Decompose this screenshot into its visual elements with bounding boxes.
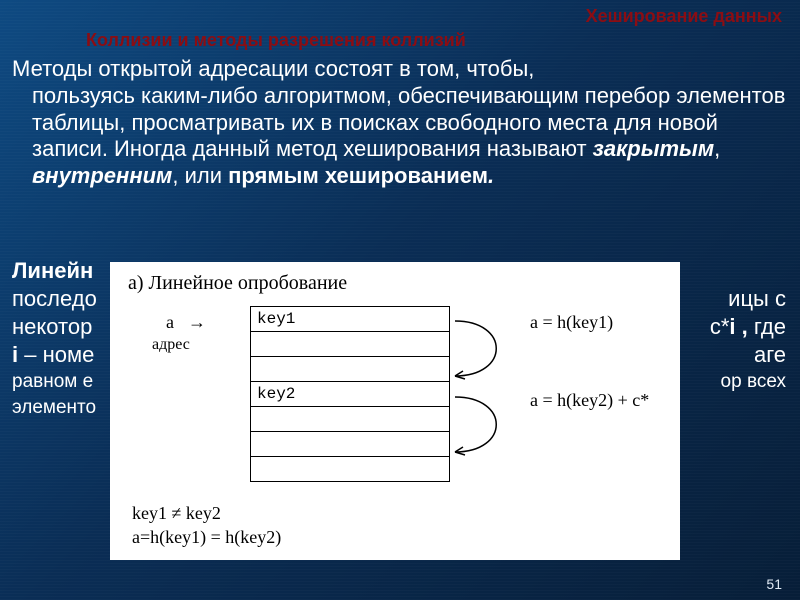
label-a: a xyxy=(166,312,174,333)
cell-5 xyxy=(251,432,450,457)
behind-l5-mid: ор всех xyxy=(721,370,786,393)
header-topic: Хеширование данных xyxy=(586,6,782,27)
cell-0: key1 xyxy=(251,307,450,332)
behind-l4-suf: аге xyxy=(754,342,786,369)
slide: Хеширование данных Коллизии и методы раз… xyxy=(0,0,800,600)
cell-3: key2 xyxy=(251,382,450,407)
cell-4 xyxy=(251,407,450,432)
para-sep2: , или xyxy=(172,163,228,188)
para-direct: прямым хешированием xyxy=(228,163,488,188)
cell-2 xyxy=(251,357,450,382)
eq-2: a = h(key2) + c* xyxy=(530,390,649,411)
para-sep1: , xyxy=(714,136,720,161)
behind-l3-pre: некотор xyxy=(12,314,92,339)
cell-1 xyxy=(251,332,450,357)
para-rest: пользуясь каким-либо алгоритмом, обеспеч… xyxy=(12,83,786,190)
para-tail: . xyxy=(488,163,494,188)
header-subtitle: Коллизии и методы разрешения коллизий xyxy=(86,30,466,51)
behind-l2-pre: последо xyxy=(12,286,97,311)
hash-table: key1 key2 xyxy=(250,306,450,482)
para-closed: закрытым xyxy=(593,136,714,161)
behind-l1-pre: Линейн xyxy=(12,258,93,283)
para-internal: внутренним xyxy=(32,163,172,188)
eq-1: a = h(key1) xyxy=(530,312,613,333)
behind-l3-suf-a: c* xyxy=(710,314,730,339)
behind-l3-suf-c: где xyxy=(748,314,786,339)
curve-arrow-1 xyxy=(450,316,540,386)
behind-l3-suf-b: i , xyxy=(729,314,747,339)
para-line1: Методы открытой адресации состоят в том,… xyxy=(12,56,786,83)
curve-arrow-2 xyxy=(450,392,540,462)
page-number: 51 xyxy=(766,576,782,592)
eq-3: a=h(key1) = h(key2) xyxy=(132,527,281,548)
behind-l2-suf: ицы с xyxy=(728,286,786,313)
arrow-icon: → xyxy=(188,312,206,333)
figure-linear-probing: а) Линейное опробование a → адрес key1 k… xyxy=(110,262,680,560)
behind-l4-pre-b: – номе xyxy=(18,342,94,367)
cell-6 xyxy=(251,457,450,482)
figure-caption: а) Линейное опробование xyxy=(128,272,347,295)
behind-l6-pre: элементо xyxy=(12,397,96,418)
body-paragraph: Методы открытой адресации состоят в том,… xyxy=(12,56,786,190)
eq-neq: key1 ≠ key2 xyxy=(132,503,221,524)
behind-l5-pre: равном е xyxy=(12,371,93,392)
label-address: адрес xyxy=(152,336,190,354)
